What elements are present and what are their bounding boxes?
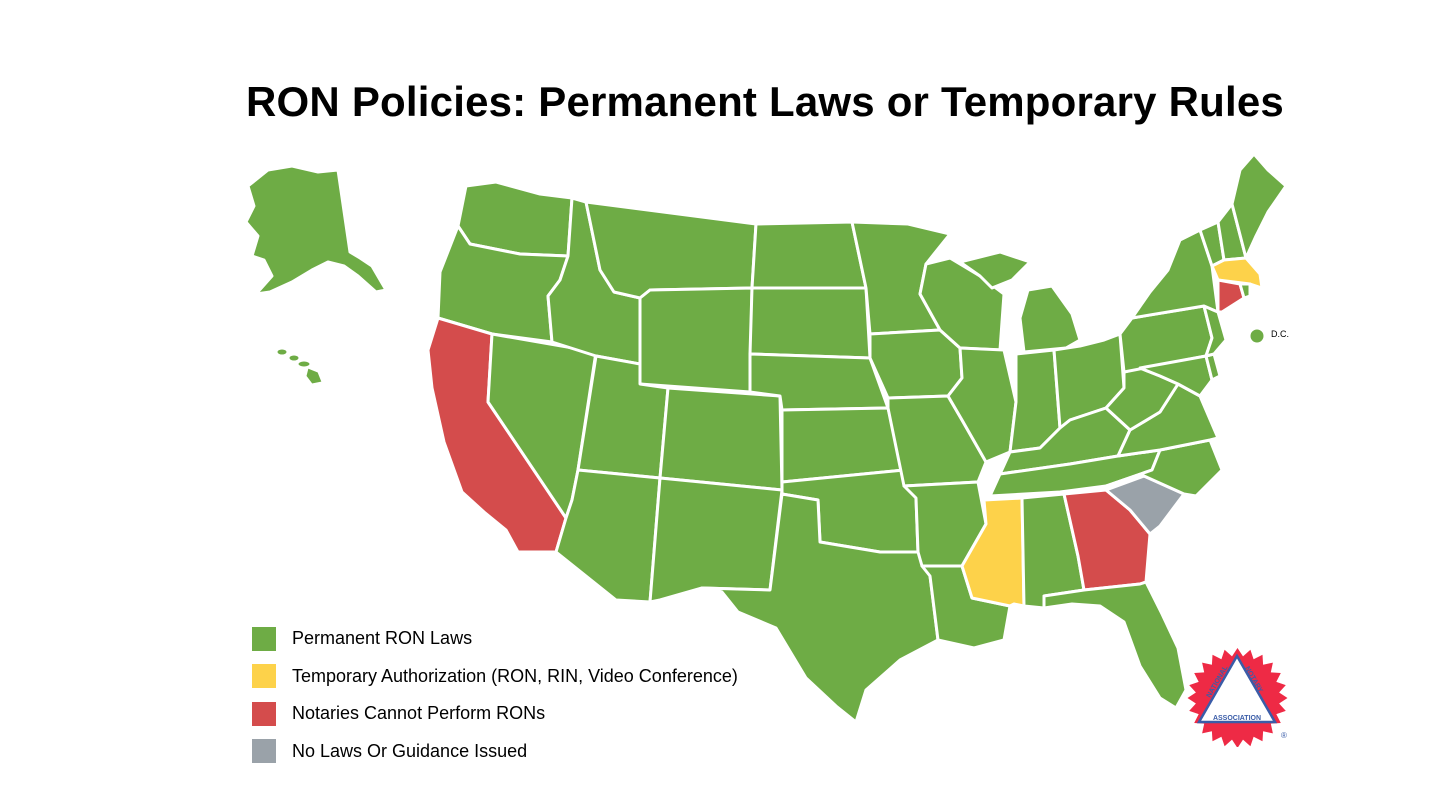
legend-swatch-cannot bbox=[252, 701, 276, 726]
dc-label: D.C. bbox=[1271, 329, 1289, 339]
state-ak bbox=[244, 164, 388, 296]
state-ia bbox=[868, 328, 964, 400]
legend-label-permanent: Permanent RON Laws bbox=[292, 628, 473, 649]
legend-swatch-temporary bbox=[252, 664, 276, 689]
legend: Permanent RON Laws Temporary Authorizati… bbox=[252, 620, 738, 770]
legend-label-cannot: Notaries Cannot Perform RONs bbox=[292, 703, 546, 724]
state-il bbox=[946, 346, 1018, 464]
state-nd bbox=[750, 220, 868, 290]
nna-logo-icon: NATIONAL NOTARY ASSOCIATION ® bbox=[1187, 648, 1288, 747]
legend-item-temporary: Temporary Authorization (RON, RIN, Video… bbox=[252, 658, 738, 696]
state-mt bbox=[584, 200, 758, 300]
state-fl bbox=[1042, 580, 1188, 710]
state-tx bbox=[700, 492, 940, 724]
state-ri bbox=[1238, 282, 1252, 300]
legend-item-none: No Laws Or Guidance Issued bbox=[252, 733, 738, 771]
legend-label-none: No Laws Or Guidance Issued bbox=[292, 740, 528, 761]
legend-item-permanent: Permanent RON Laws bbox=[252, 620, 738, 658]
legend-swatch-permanent bbox=[252, 626, 276, 651]
legend-swatch-none bbox=[252, 739, 276, 764]
state-nc bbox=[1104, 438, 1224, 498]
state-me bbox=[1230, 152, 1288, 260]
state-dc bbox=[1249, 328, 1265, 344]
logo-registered-mark: ® bbox=[1281, 731, 1287, 740]
logo-text-bottom: ASSOCIATION bbox=[1213, 715, 1261, 722]
state-mi bbox=[958, 250, 1082, 354]
legend-label-temporary: Temporary Authorization (RON, RIN, Video… bbox=[292, 665, 738, 686]
page-title: RON Policies: Permanent Laws or Temporar… bbox=[246, 78, 1284, 125]
state-co bbox=[658, 386, 784, 492]
state-wy bbox=[638, 286, 754, 394]
state-nm bbox=[648, 476, 784, 604]
legend-item-cannot: Notaries Cannot Perform RONs bbox=[252, 695, 738, 733]
state-ct bbox=[1216, 278, 1246, 314]
logo-triangle bbox=[1196, 653, 1278, 724]
state-hi bbox=[276, 348, 323, 385]
state-sd bbox=[748, 286, 872, 360]
